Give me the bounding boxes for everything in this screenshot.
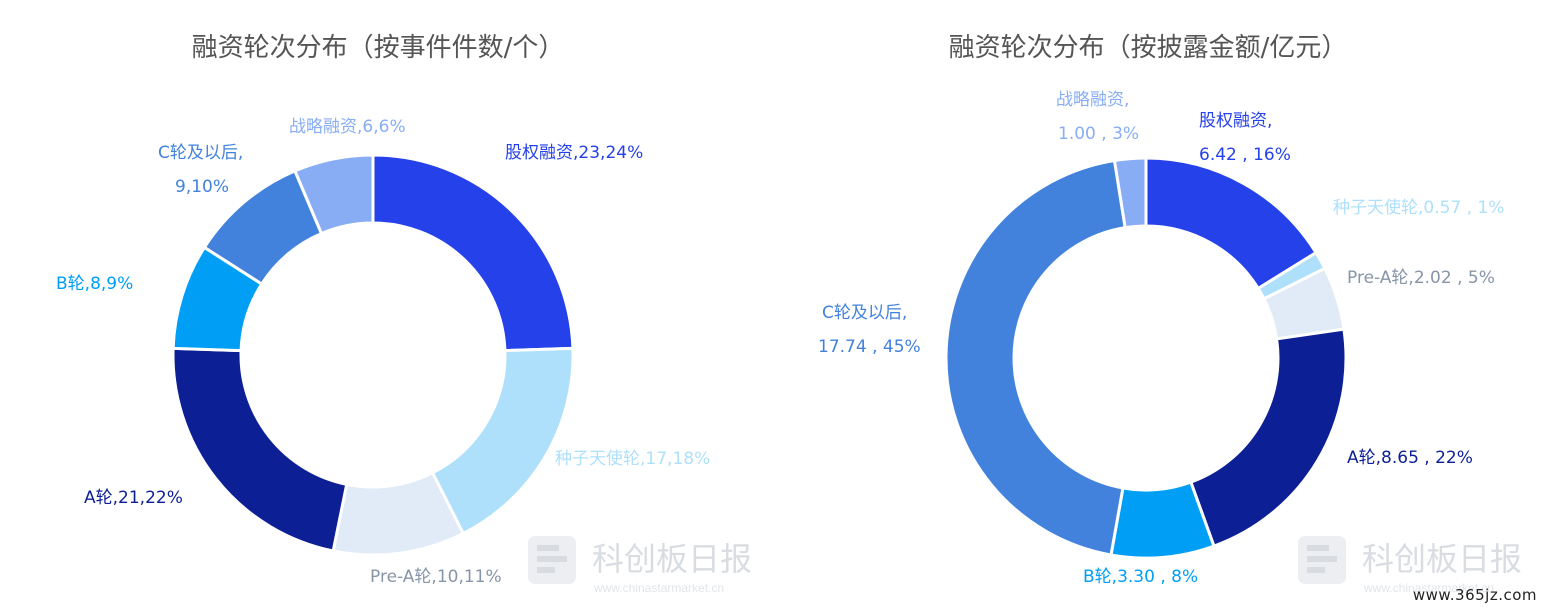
donut-slice-0-1 [430, 346, 575, 536]
donut-slice-1-5 [944, 158, 1127, 557]
watermark-left: 科创板日报 www.chinastarmarket.cn [528, 536, 752, 595]
slice-label-0-6: 战略融资,6,6% [289, 117, 406, 137]
watermark-title: 科创板日报 [1362, 540, 1522, 578]
watermark-url: www.chinastarmarket.cn [1363, 581, 1494, 595]
slice-label-1-2: Pre-A轮,2.02 , 5% [1347, 268, 1495, 288]
watermark-right: 科创板日报 www.chinastarmarket.cn [1298, 536, 1522, 595]
slice-label-1-3: A轮,8.65 , 22% [1347, 448, 1473, 468]
watermark-title: 科创板日报 [592, 540, 752, 578]
donut-slice-0-3 [171, 346, 349, 553]
watermark-logo-icon [1298, 536, 1346, 584]
chart-title: 融资轮次分布（按事件件数/个） [192, 33, 565, 63]
chart-title: 融资轮次分布（按披露金额/亿元） [949, 33, 1348, 63]
slice-label-1-6: 战略融资, 1.00 , 3% [1056, 90, 1139, 144]
slice-label-1-4: B轮,3.30 , 8% [1083, 567, 1198, 587]
slice-label-0-5: C轮及以后, 9,10% [158, 143, 243, 197]
slice-label-0-2: Pre-A轮,10,11% [370, 567, 502, 587]
watermark-logo-icon [528, 536, 576, 584]
donut-slice-1-6 [1112, 156, 1148, 230]
donut-chart-events: 股权融资,23,24% 种子天使轮,17,18% Pre-A轮,10,11% A轮,2… [56, 117, 710, 587]
donut-chart-amount: 股权融资, 6.42 , 16% 种子天使轮,0.57 , 1% Pre-A轮,2.0… [818, 90, 1504, 587]
donut-slice-0-6 [292, 153, 375, 236]
slice-label-1-0: 股权融资, 6.42 , 16% [1199, 111, 1291, 165]
watermark-url: www.chinastarmarket.cn [593, 581, 724, 595]
site-mark: www.365jz.com [1412, 586, 1537, 604]
donut-slice-1-3 [1188, 327, 1348, 549]
donut-slice-0-0 [371, 153, 575, 353]
slice-label-0-1: 种子天使轮,17,18% [555, 448, 710, 469]
slice-label-0-0: 股权融资,23,24% [505, 143, 643, 163]
slice-label-1-1: 种子天使轮,0.57 , 1% [1333, 197, 1504, 218]
slice-label-0-3: A轮,21,22% [84, 488, 183, 508]
slice-label-1-5: C轮及以后, 17.74 , 45% [818, 303, 921, 357]
slice-label-0-4: B轮,8,9% [56, 274, 133, 294]
